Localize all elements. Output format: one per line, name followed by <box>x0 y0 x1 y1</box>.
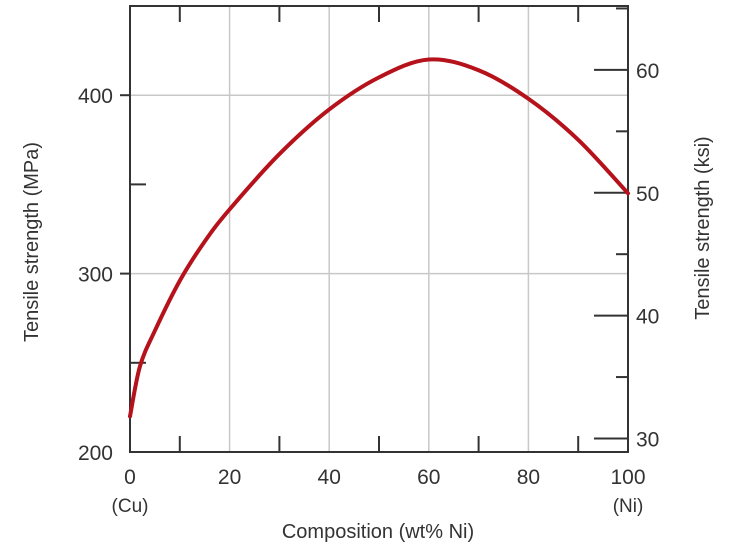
y-tick-label-200: 200 <box>78 442 113 465</box>
x-tick-label-0: 0 <box>124 466 136 489</box>
plot-frame <box>130 6 628 452</box>
grid-lines <box>130 6 628 452</box>
y-tick-label-300: 300 <box>78 264 113 287</box>
x-end-label-cu: (Cu) <box>112 496 149 517</box>
axis-ticks <box>120 6 628 452</box>
y-tick-label-400: 400 <box>78 85 113 108</box>
tick-labels: 0 20 40 60 80 100 200 300 400 30 40 50 60 <box>78 60 659 489</box>
y2-tick-label-50: 50 <box>636 183 659 206</box>
y2-tick-label-40: 40 <box>636 306 659 329</box>
x-tick-label-80: 80 <box>517 466 540 489</box>
x-tick-label-20: 20 <box>218 466 241 489</box>
x-end-label-ni: (Ni) <box>613 496 644 517</box>
y-axis-title-left: Tensile strength (MPa) <box>21 142 43 342</box>
y2-tick-label-30: 30 <box>636 428 659 451</box>
y-axis-title-right: Tensile strength (ksi) <box>692 136 714 319</box>
x-tick-label-100: 100 <box>610 466 645 489</box>
x-axis-title: Composition (wt% Ni) <box>282 521 474 543</box>
y2-tick-label-60: 60 <box>636 60 659 83</box>
x-tick-label-40: 40 <box>318 466 341 489</box>
series-line <box>130 59 628 416</box>
x-tick-label-60: 60 <box>417 466 440 489</box>
